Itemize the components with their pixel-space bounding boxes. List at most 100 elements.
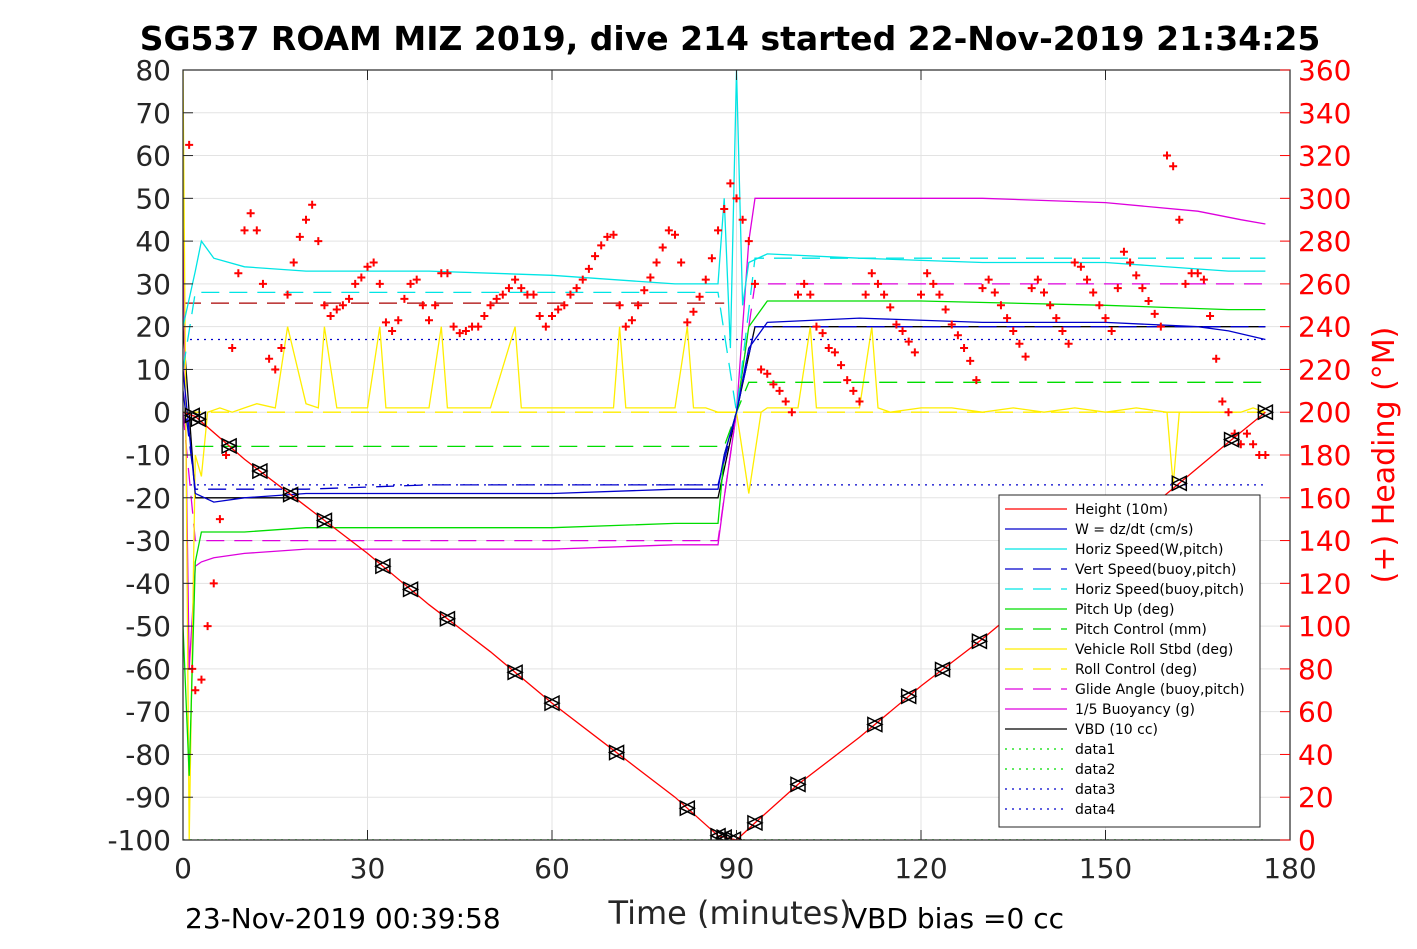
triangle-right-marker: [679, 800, 696, 817]
heading-point: [572, 284, 581, 293]
heading-point: [320, 301, 329, 310]
legend-box: [998, 494, 1261, 828]
heading-point: [818, 329, 827, 338]
heading-point: [203, 622, 212, 631]
y-right-tick-label: 100: [1298, 610, 1351, 643]
heading-point: [492, 294, 501, 303]
heading-point: [886, 303, 895, 312]
heading-point: [215, 515, 224, 524]
y-tick-label: 40: [135, 225, 171, 258]
triangle-right-marker: [439, 610, 457, 628]
heading-point: [984, 275, 993, 284]
legend-label: data3: [1075, 782, 1115, 798]
heading-point: [812, 322, 821, 331]
heading-point: [1052, 314, 1061, 323]
heading-point: [283, 290, 292, 299]
series-line: [183, 283, 1266, 542]
y-tick-label: -40: [125, 567, 171, 600]
heading-point: [781, 397, 790, 406]
triangle-right-marker: [282, 486, 300, 503]
heading-point: [1040, 288, 1048, 297]
triangle-right-marker: [867, 716, 884, 733]
y-right-tick-label: 180: [1298, 439, 1351, 472]
heading-point: [689, 307, 698, 316]
heading-point: [566, 290, 575, 299]
legend: Height (10m) W = dz/dt (cm/s) Horiz Speed(…: [998, 494, 1261, 828]
heading-point: [800, 279, 809, 288]
heading-point: [240, 226, 249, 235]
heading-point: [406, 279, 415, 288]
heading-point: [867, 269, 876, 278]
heading-point: [1089, 288, 1098, 297]
heading-point: [1181, 279, 1190, 288]
y-right-tick-label: 220: [1298, 353, 1351, 386]
y-tick-label: 50: [135, 182, 171, 215]
heading-point: [1193, 269, 1202, 278]
heading-point: [960, 344, 969, 353]
heading-point: [941, 305, 950, 314]
heading-point: [634, 301, 643, 310]
tick-labels: 0 30 60 90 120 150 18080706050403020100-10-20-…: [107, 54, 1351, 885]
heading-point: [738, 215, 747, 224]
heading-point: [1138, 284, 1147, 293]
triangle-right-marker: [1223, 431, 1241, 448]
y-right-tick-label: 80: [1298, 653, 1334, 686]
heading-point: [664, 226, 673, 235]
heading-point: [966, 356, 975, 365]
heading-point: [837, 361, 846, 370]
heading-point: [769, 380, 778, 389]
heading-point: [1169, 162, 1178, 171]
heading-point: [1249, 440, 1258, 449]
heading-point: [486, 301, 495, 310]
heading-point: [873, 279, 882, 288]
heading-point: [548, 311, 556, 320]
legend-label: VBD (10 cc): [1075, 722, 1158, 738]
y-right-tick-label: 240: [1298, 311, 1351, 344]
y-tick-label: -20: [125, 482, 171, 515]
heading-point: [830, 348, 839, 357]
heading-point: [222, 451, 231, 459]
heading-point: [904, 337, 913, 346]
legend-label: Height (10m): [1075, 502, 1168, 518]
legend-label: Glide Angle (buoy,pitch): [1075, 682, 1245, 698]
x-tick-label: 0: [174, 852, 192, 885]
heading-point: [1003, 314, 1012, 323]
legend-label: Horiz Speed(buoy,pitch): [1075, 582, 1244, 598]
heading-point: [560, 301, 569, 310]
legend-label: data1: [1075, 742, 1115, 758]
x-tick-label: 90: [719, 852, 755, 885]
heading-point: [714, 226, 723, 235]
heading-point: [720, 205, 729, 214]
y-tick-label: -30: [125, 525, 171, 558]
heading-point: [314, 237, 323, 246]
heading-point: [394, 316, 403, 325]
legend-label: Roll Control (deg): [1075, 662, 1197, 678]
heading-point: [1064, 339, 1073, 348]
heading-point: [1126, 258, 1135, 267]
heading-point: [591, 252, 600, 261]
triangle-right-marker: [252, 462, 269, 480]
heading-point: [1083, 275, 1092, 284]
heading-point: [1212, 354, 1221, 363]
heading-point: [418, 301, 427, 310]
y-tick-label: -10: [125, 439, 171, 472]
heading-point: [234, 269, 243, 278]
heading-point: [295, 232, 304, 241]
legend-label: Vehicle Roll Stbd (deg): [1075, 642, 1233, 658]
footer-vbd-bias: VBD bias =0 cc: [848, 902, 1064, 935]
heading-point: [855, 397, 864, 406]
heading-point: [504, 284, 513, 293]
triangle-right-marker: [544, 694, 561, 712]
y-tick-label: -50: [125, 610, 171, 643]
heading-point: [677, 258, 686, 267]
heading-point: [1033, 275, 1042, 284]
heading-point: [597, 241, 606, 250]
y-right-tick-label: 0: [1298, 824, 1316, 857]
heading-point: [806, 290, 815, 299]
heading-point: [480, 311, 489, 320]
heading-point: [252, 226, 261, 235]
heading-point: [695, 292, 704, 301]
triangle-right-marker: [608, 744, 626, 761]
y-tick-label: -60: [125, 653, 171, 686]
